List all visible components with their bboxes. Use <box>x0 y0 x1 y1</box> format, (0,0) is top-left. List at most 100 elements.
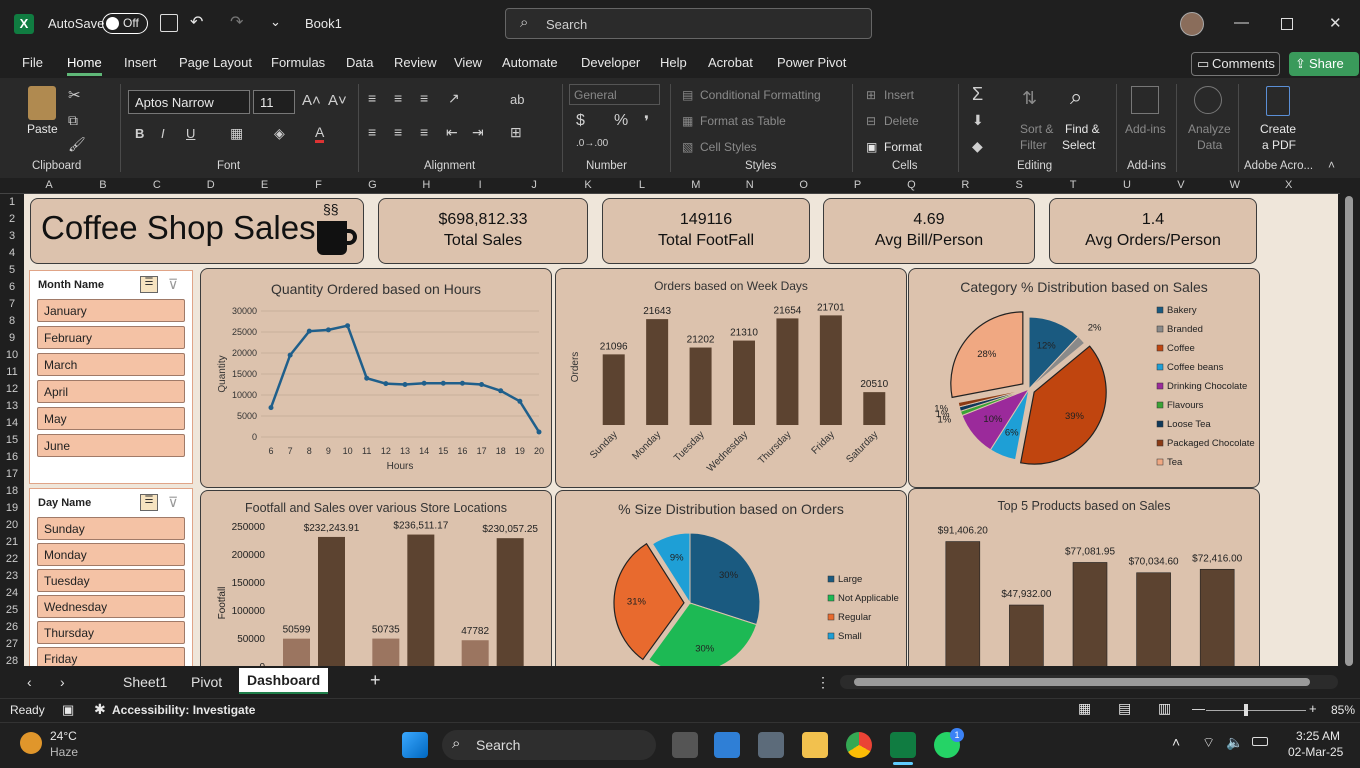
clear-filter-icon[interactable]: ⊽ <box>168 494 179 510</box>
menu-power-pivot[interactable]: Power Pivot <box>777 55 847 70</box>
clear-icon[interactable]: ◆ <box>972 138 983 154</box>
row-header-23[interactable]: 23 <box>5 570 19 582</box>
addins-button[interactable]: Add-ins <box>1125 122 1166 136</box>
percent-icon[interactable]: % <box>614 112 629 129</box>
chart-size[interactable]: % Size Distribution based on Orders 30% 3… <box>555 490 907 666</box>
chart-top-products[interactable]: Top 5 Products based on Sales $91,406.20… <box>908 488 1260 666</box>
column-header-h[interactable]: H <box>422 179 431 191</box>
row-header-27[interactable]: 27 <box>5 638 19 650</box>
row-header-12[interactable]: 12 <box>5 383 19 395</box>
page-layout-view-icon[interactable]: ▤ <box>1118 700 1132 716</box>
menu-home[interactable]: Home <box>67 55 102 76</box>
slicer-item-tuesday[interactable]: Tuesday <box>37 569 185 592</box>
restore-icon[interactable] <box>1281 18 1293 30</box>
column-header-p[interactable]: P <box>853 179 862 191</box>
column-header-j[interactable]: J <box>531 179 537 191</box>
show-hidden-icons[interactable]: ˄ <box>1172 734 1181 750</box>
zoom-out-icon[interactable]: — <box>1192 701 1205 716</box>
increase-font-icon[interactable]: A˄ <box>302 92 321 109</box>
slicer-item-thursday[interactable]: Thursday <box>37 621 185 644</box>
minimize-icon[interactable]: — <box>1234 14 1249 31</box>
row-header-25[interactable]: 25 <box>5 604 19 616</box>
decrease-font-icon[interactable]: A˅ <box>328 92 347 109</box>
column-header-s[interactable]: S <box>1015 179 1023 191</box>
next-sheet-icon[interactable]: › <box>60 674 65 690</box>
row-header-13[interactable]: 13 <box>5 400 19 412</box>
column-header-f[interactable]: F <box>315 179 322 191</box>
analyze-data-button[interactable]: Analyze <box>1188 122 1231 136</box>
merge-center-icon[interactable]: ⊞ <box>510 124 522 140</box>
row-header-1[interactable]: 1 <box>8 196 16 208</box>
file-explorer-icon[interactable] <box>802 732 828 758</box>
volume-icon[interactable]: 🔈 <box>1226 734 1244 750</box>
customize-toolbar-icon[interactable]: ⌄ <box>270 14 281 29</box>
row-header-4[interactable]: 4 <box>8 247 16 259</box>
column-header-k[interactable]: K <box>584 179 592 191</box>
insert-cells-button[interactable]: Insert <box>884 88 915 102</box>
comments-button[interactable]: ▭ Comments <box>1191 52 1280 76</box>
column-header-d[interactable]: D <box>206 179 215 191</box>
copy-icon[interactable]: ⧉ <box>68 112 78 128</box>
column-header-r[interactable]: R <box>961 179 970 191</box>
row-header-17[interactable]: 17 <box>5 468 19 480</box>
tab-pivot[interactable]: Pivot <box>191 674 223 690</box>
slicer-item-sunday[interactable]: Sunday <box>37 517 185 540</box>
slicer-item-april[interactable]: April <box>37 380 185 403</box>
slicer-item-friday[interactable]: Friday <box>37 647 185 666</box>
menu-acrobat[interactable]: Acrobat <box>708 55 753 70</box>
chrome-icon[interactable] <box>846 732 872 758</box>
excel-taskbar-icon[interactable] <box>890 732 916 758</box>
column-header-q[interactable]: Q <box>907 179 916 191</box>
align-bottom-icon[interactable]: ≡ <box>420 90 429 106</box>
row-header-14[interactable]: 14 <box>5 417 19 429</box>
cut-icon[interactable]: ✂ <box>68 87 81 104</box>
clock-time[interactable]: 3:25 AM <box>1296 729 1341 743</box>
close-icon[interactable]: ✕ <box>1329 15 1342 32</box>
menu-data[interactable]: Data <box>346 55 374 70</box>
tab-dashboard[interactable]: Dashboard <box>239 668 329 694</box>
accessibility-icon[interactable]: ✱ <box>94 701 106 717</box>
bold-button[interactable]: B <box>135 126 145 141</box>
macro-icon[interactable]: ▣ <box>62 702 75 717</box>
column-header-m[interactable]: M <box>691 179 701 191</box>
zoom-level[interactable]: 85% <box>1331 703 1356 717</box>
borders-icon[interactable]: ▦ <box>230 125 244 141</box>
chart-hours[interactable]: Quantity Ordered based on Hours 30000 250… <box>200 268 552 488</box>
normal-view-icon[interactable]: ▦ <box>1078 700 1092 716</box>
column-header-v[interactable]: V <box>1177 179 1185 191</box>
format-as-table-button[interactable]: Format as Table <box>700 114 786 128</box>
row-header-11[interactable]: 11 <box>6 366 18 378</box>
avatar[interactable] <box>1180 12 1204 36</box>
share-button[interactable]: ⇪ Share <box>1289 52 1359 76</box>
format-painter-icon[interactable]: 🖌 <box>68 136 86 152</box>
save-icon[interactable] <box>160 14 178 32</box>
menu-page-layout[interactable]: Page Layout <box>179 55 253 70</box>
menu-help[interactable]: Help <box>660 55 687 70</box>
column-header-b[interactable]: B <box>99 179 107 191</box>
slicer-item-wednesday[interactable]: Wednesday <box>37 595 185 618</box>
taskbar-search[interactable]: ⌕ Search <box>442 730 656 760</box>
menu-view[interactable]: View <box>454 55 482 70</box>
paste-button[interactable]: Paste <box>27 122 58 136</box>
accessibility-status[interactable]: Accessibility: Investigate <box>112 703 256 717</box>
menu-insert[interactable]: Insert <box>124 55 157 70</box>
slicer-item-march[interactable]: March <box>37 353 185 376</box>
underline-button[interactable]: U <box>186 126 196 141</box>
autosave-toggle[interactable]: Off <box>102 13 148 34</box>
zoom-slider-thumb[interactable] <box>1244 704 1248 716</box>
row-header-20[interactable]: 20 <box>5 519 19 531</box>
align-top-icon[interactable]: ≡ <box>368 90 377 106</box>
italic-button[interactable]: I <box>161 126 165 141</box>
row-header-28[interactable]: 28 <box>5 655 19 667</box>
column-header-u[interactable]: U <box>1123 179 1131 191</box>
row-header-18[interactable]: 18 <box>5 485 19 497</box>
column-header-o[interactable]: O <box>799 179 808 191</box>
font-size-select[interactable]: 11 <box>253 90 295 114</box>
row-header-2[interactable]: 2 <box>8 213 16 225</box>
create-pdf-button[interactable]: Create <box>1260 122 1297 136</box>
row-header-22[interactable]: 22 <box>5 553 19 565</box>
align-right-icon[interactable]: ≡ <box>420 124 429 140</box>
search-input[interactable]: ⌕ Search <box>505 8 872 39</box>
wrap-text-icon[interactable]: ab <box>510 92 525 107</box>
chart-store-locations[interactable]: Footfall and Sales over various Store Lo… <box>200 490 552 666</box>
